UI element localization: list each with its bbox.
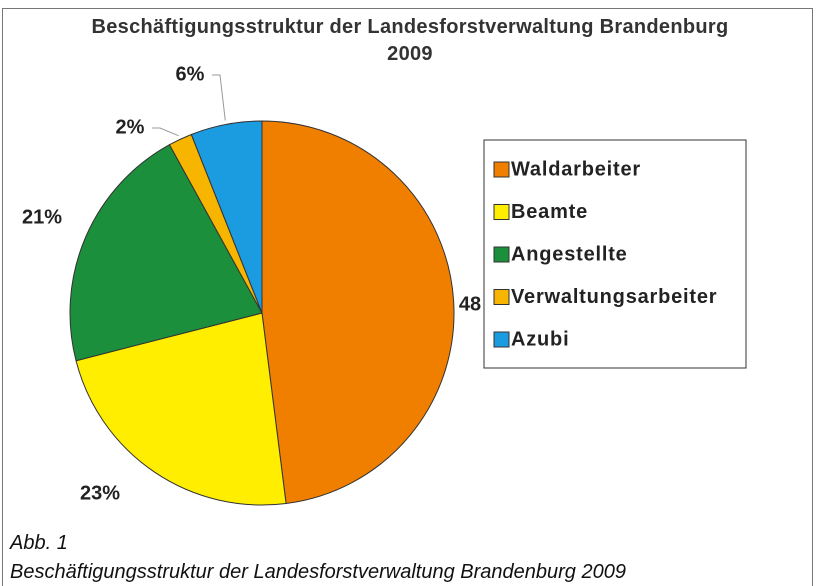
legend-label: Beamte [511,201,588,223]
legend-label: Azubi [511,328,569,350]
caption-label: Abb. 1 [10,532,68,554]
legend-box [483,139,747,369]
legend-swatch [493,331,510,348]
pie-slice [261,120,455,505]
data-label: 48 [459,293,481,315]
chart-title: Beschäftigungsstruktur der Landesforstve… [91,16,729,65]
legend-swatch [493,204,510,220]
pie-slice [190,120,263,314]
legend-label: Angestellte [511,243,628,265]
pie-slice [75,312,287,506]
legend-swatch [493,161,510,178]
legend-swatch [493,246,510,263]
data-label: 23% [80,482,120,504]
legend-label: Waldarbeiter [511,158,641,180]
caption-text: Beschäftigungsstruktur der Landesforstve… [10,561,626,583]
pie-slice [69,144,263,362]
leader-line [152,127,179,137]
legend-label: Verwaltungsarbeiter [511,286,717,308]
data-label: 6% [176,63,205,85]
chart-frame [2,8,813,586]
leader-line [212,74,226,121]
data-label: 2% [116,116,145,138]
data-label: 21% [22,206,62,228]
legend-swatch [493,289,510,305]
